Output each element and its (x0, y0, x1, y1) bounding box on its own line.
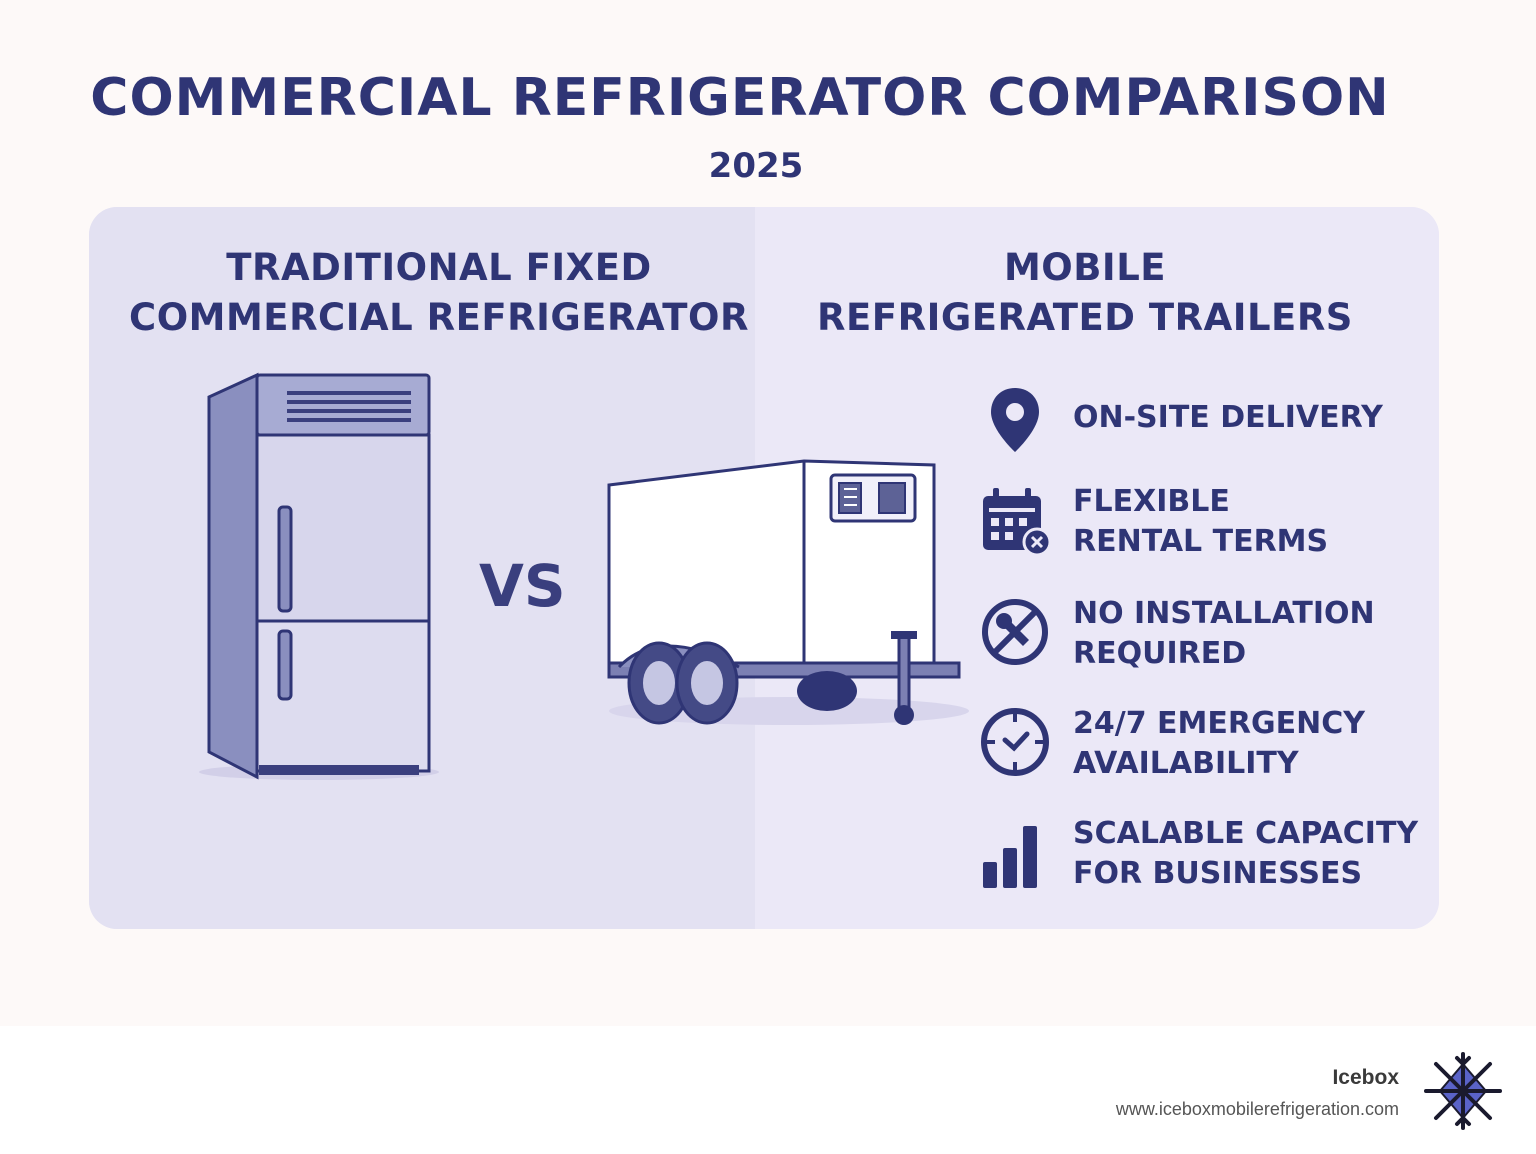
feature-label-line2: AVAILABILITY (1073, 746, 1299, 781)
feature-label-line1: FLEXIBLE (1073, 484, 1230, 519)
right-column-title: MOBILE REFRIGERATED TRAILERS (755, 243, 1415, 343)
feature-label-line2: REQUIRED (1073, 636, 1247, 671)
location-pin-icon (991, 388, 1039, 452)
feature-item: 24/7 EMERGENCY AVAILABILITY (977, 704, 1427, 784)
trailer-illustration (607, 459, 969, 725)
feature-label-line1: 24/7 EMERGENCY (1073, 706, 1365, 741)
feature-item: ON-SITE DELIVERY (977, 382, 1427, 462)
feature-label-line1: ON-SITE DELIVERY (1073, 400, 1383, 435)
left-title-line2: COMMERCIAL REFRIGERATOR (129, 296, 749, 339)
clock-icon (981, 708, 1049, 776)
feature-label-line1: SCALABLE CAPACITY (1073, 816, 1419, 851)
right-title-line1: MOBILE (1003, 246, 1167, 289)
calendar-icon (983, 488, 1052, 557)
snowflake-logo-icon (1424, 1052, 1502, 1130)
vs-label: VS (479, 552, 566, 620)
right-title-line2: REFRIGERATED TRAILERS (817, 296, 1353, 339)
comparison-panel: TRADITIONAL FIXED COMMERCIAL REFRIGERATO… (89, 207, 1439, 929)
feature-item: FLEXIBLE RENTAL TERMS (977, 482, 1427, 562)
feature-label-line2: RENTAL TERMS (1073, 524, 1329, 559)
feature-label-line1: NO INSTALLATION (1073, 596, 1375, 631)
brand-name: Icebox (1332, 1066, 1399, 1089)
bar-chart-icon (983, 826, 1037, 888)
feature-label-line2: FOR BUSINESSES (1073, 856, 1363, 891)
feature-item: SCALABLE CAPACITY FOR BUSINESSES (977, 814, 1427, 894)
left-column-title: TRADITIONAL FIXED COMMERCIAL REFRIGERATO… (89, 243, 789, 343)
refrigerator-illustration (199, 372, 439, 780)
feature-item: NO INSTALLATION REQUIRED (977, 594, 1427, 674)
left-title-line1: TRADITIONAL FIXED (226, 246, 652, 289)
website-link[interactable]: www.iceboxmobilerefrigeration.com (1115, 1099, 1399, 1119)
no-wrench-icon (982, 599, 1048, 665)
footer (0, 1026, 1536, 1154)
page-title: COMMERCIAL REFRIGERATOR COMPARISON (90, 68, 1390, 128)
page-year: 2025 (708, 146, 804, 186)
